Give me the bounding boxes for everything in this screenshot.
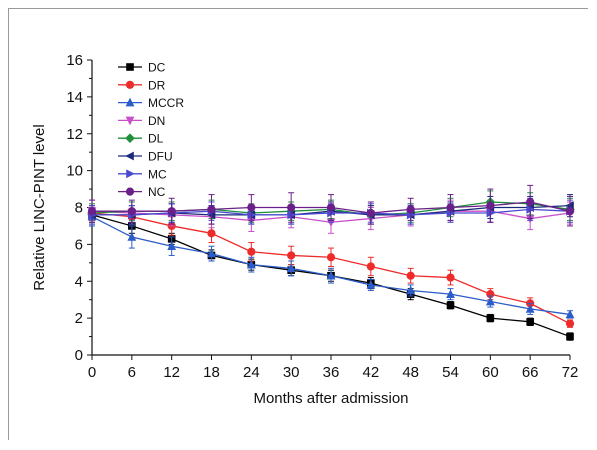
x-tick-label: 36 — [323, 364, 340, 381]
data-point-dc — [486, 314, 495, 322]
y-tick-label: 14 — [66, 89, 83, 106]
series-nc — [87, 184, 575, 227]
data-point-dr — [207, 229, 216, 238]
legend-marker-dc — [126, 63, 134, 71]
data-point-nc — [247, 203, 256, 212]
data-point-dc — [566, 332, 574, 341]
x-tick-label: 72 — [562, 364, 579, 381]
data-point-dr — [247, 247, 256, 256]
data-point-mccr — [446, 289, 455, 298]
legend-label-mc: MC — [148, 167, 167, 181]
x-tick-label: 30 — [283, 364, 300, 381]
legend-item-dn: DN — [118, 114, 165, 128]
data-point-mccr — [366, 280, 376, 289]
data-point-mccr — [167, 241, 177, 251]
data-point-mccr — [565, 309, 575, 319]
y-tick-label: 2 — [75, 310, 83, 327]
data-point-nc — [87, 207, 97, 216]
x-tick-label: 60 — [482, 364, 499, 381]
data-point-dr — [287, 251, 296, 260]
legend-label-dn: DN — [148, 114, 165, 128]
y-tick-label: 16 — [66, 52, 83, 69]
y-axis-title: Relative LINC-PINT level — [31, 124, 48, 290]
figure-frame — [8, 8, 588, 440]
data-point-nc — [565, 207, 575, 216]
y-tick-label: 8 — [75, 200, 83, 217]
data-point-mccr — [326, 270, 336, 280]
legend-marker-dl — [125, 133, 135, 143]
legend-item-dr: DR — [118, 78, 166, 92]
series-mccr — [87, 207, 575, 319]
legend-item-mccr: MCCR — [118, 96, 184, 110]
legend-marker-nc — [125, 187, 135, 196]
x-tick-label: 24 — [243, 364, 260, 381]
y-tick-label: 6 — [75, 236, 83, 253]
y-tick-label: 4 — [75, 273, 83, 290]
data-point-mccr — [207, 248, 216, 258]
legend-label-nc: NC — [148, 185, 166, 199]
data-point-nc — [167, 207, 176, 216]
x-tick-label: 6 — [128, 364, 136, 381]
data-point-mccr — [127, 232, 137, 241]
data-point-nc — [127, 207, 136, 216]
data-point-dr — [326, 253, 336, 262]
legend-marker-mccr — [125, 97, 135, 107]
legend-marker-mc — [126, 169, 135, 179]
legend-item-dfu: DFU — [118, 150, 173, 164]
x-tick-label: 42 — [362, 364, 379, 381]
data-point-dr — [366, 262, 375, 271]
data-point-mccr — [246, 259, 256, 269]
legend-label-dl: DL — [148, 132, 164, 146]
legend: DC DR MCCR DN DL DFU MC NC — [118, 61, 184, 199]
data-point-nc — [526, 197, 535, 207]
data-point-nc — [207, 205, 216, 214]
legend-label-mccr: MCCR — [148, 96, 184, 110]
data-point-dc — [446, 301, 455, 310]
data-point-nc — [446, 203, 455, 212]
legend-item-nc: NC — [118, 185, 166, 199]
data-point-mc — [247, 210, 257, 220]
legend-item-dc: DC — [118, 61, 166, 75]
data-point-nc — [406, 205, 415, 214]
legend-marker-dn — [125, 116, 135, 126]
data-point-dr — [565, 319, 575, 328]
legend-marker-dfu — [125, 151, 134, 161]
data-point-dr — [446, 273, 455, 282]
y-tick-label: 0 — [75, 347, 83, 364]
legend-marker-dr — [125, 80, 135, 89]
data-point-nc — [326, 203, 336, 212]
x-tick-label: 12 — [163, 364, 180, 381]
data-point-dr — [406, 271, 415, 280]
x-tick-label: 66 — [522, 364, 539, 381]
x-tick-label: 48 — [402, 364, 419, 381]
data-point-mccr — [406, 285, 416, 295]
y-tick-label: 12 — [66, 126, 83, 143]
data-point-dc — [526, 318, 534, 326]
legend-item-mc: MC — [118, 167, 167, 181]
x-tick-label: 0 — [88, 364, 96, 381]
legend-item-dl: DL — [118, 132, 164, 146]
data-point-mc — [287, 210, 296, 220]
x-tick-label: 18 — [203, 364, 220, 381]
x-axis-title: Months after admission — [253, 390, 408, 407]
legend-label-dfu: DFU — [148, 150, 173, 164]
y-tick-label: 10 — [66, 163, 83, 180]
data-point-mccr — [485, 296, 495, 306]
data-point-mccr — [286, 263, 296, 273]
x-tick-label: 54 — [442, 364, 459, 381]
data-point-nc — [366, 208, 375, 218]
data-point-mccr — [525, 304, 535, 313]
data-point-nc — [486, 201, 495, 210]
data-point-nc — [287, 203, 296, 212]
legend-label-dr: DR — [148, 78, 166, 92]
series-group — [87, 184, 575, 341]
legend-label-dc: DC — [148, 61, 166, 75]
